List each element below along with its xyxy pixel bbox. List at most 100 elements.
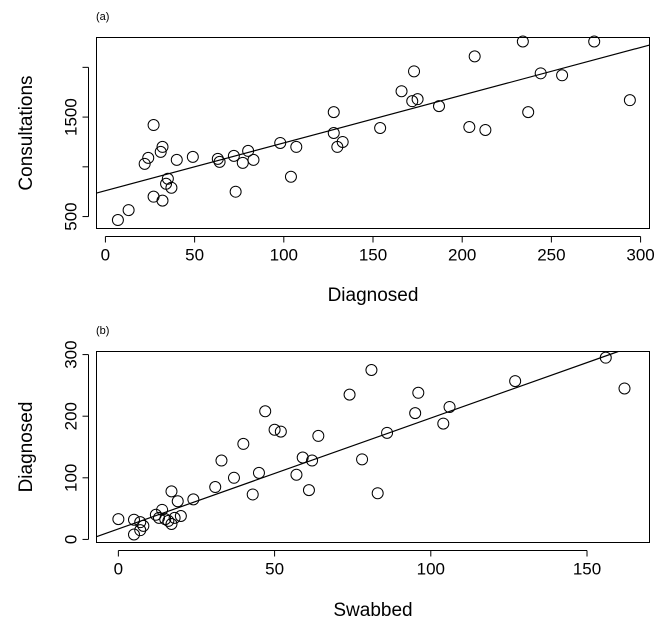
panel-a-point (161, 172, 174, 185)
panel-b-point (443, 400, 456, 413)
panel-a-point (406, 95, 419, 108)
panel-b-plot-frame (96, 351, 650, 543)
panel-b-y-tick-label: 0 (62, 535, 81, 544)
panel-a-point (154, 145, 167, 158)
panel-b-point (365, 363, 378, 376)
panel-b-point (312, 429, 325, 442)
panel-a-point (111, 214, 124, 227)
panel-a-points (111, 35, 636, 227)
panel-b-y-tick-label: 300 (62, 340, 81, 368)
panel-b-point (127, 528, 140, 541)
panel-a-point (156, 194, 169, 207)
panel-b-point (409, 407, 422, 420)
panel-b-y-tick-label: 100 (62, 464, 81, 492)
panel-b-point (168, 511, 181, 524)
panel-b-point (343, 388, 356, 401)
panel-b-y-title: Diagnosed (16, 402, 37, 493)
panel-a-y-axis: 500 1500 (62, 66, 89, 231)
panel-b-label: (b) (96, 325, 109, 337)
panel-a-point (274, 136, 287, 149)
panel-a-x-tick-label: 150 (359, 246, 387, 265)
panel-a-x-tick-label: 200 (448, 246, 476, 265)
panel-a-point (468, 50, 481, 63)
panel-b-point (290, 468, 303, 481)
panel-a-x-tick-label: 250 (537, 246, 565, 265)
panel-b-point (302, 484, 315, 497)
panel-a-point (247, 153, 260, 166)
panel-a-x-axis: 0 50 100 150 200 250 300 (101, 236, 655, 265)
panel-b-point (509, 375, 522, 388)
panel-b-x-axis: 0 50 100 150 (114, 550, 601, 579)
panel-a-point (156, 140, 169, 153)
panel-b-point (174, 510, 187, 523)
panel-a-y-title: Consultations (16, 75, 37, 190)
panel-b-point (171, 495, 184, 508)
panel-b-point (252, 466, 265, 479)
panel-a-point (374, 122, 387, 135)
panel-b-point (381, 426, 394, 439)
panel-a-x-tick-label: 0 (101, 246, 110, 265)
panel-a-point (122, 204, 135, 217)
panel-a-point (479, 124, 492, 137)
panel-a-label: (a) (96, 11, 109, 23)
panel-a-point (395, 85, 408, 98)
panel-b-point (371, 487, 384, 500)
panel-b-point (152, 511, 165, 524)
panel-b-y-axis: 0 100 200 300 (62, 340, 89, 544)
panel-a-point (186, 150, 199, 163)
panel-b-scatter: (b) 0 50 100 150 0 100 200 300 Swabbed Diagnos… (16, 325, 650, 621)
panel-a-point (170, 153, 183, 166)
panel-b-point (274, 425, 287, 438)
panel-a-point (229, 185, 242, 198)
panel-b-y-tick-label: 200 (62, 402, 81, 430)
panel-a-point (211, 152, 224, 165)
panel-b-point (137, 519, 150, 532)
panel-a-point (433, 100, 446, 113)
panel-b-point (162, 514, 175, 527)
panel-a-y-tick-label: 1500 (62, 98, 81, 136)
panel-a-point (236, 156, 249, 169)
panel-a-x-title: Diagnosed (328, 285, 419, 306)
panel-a-point (516, 35, 529, 48)
panel-b-point (209, 481, 222, 494)
panel-a-point (290, 140, 303, 153)
panel-a-scatter: (a) 0 50 100 150 200 250 300 500 1500 Diagnosed… (16, 11, 655, 306)
panel-a-point (142, 151, 155, 164)
panel-a-point (147, 119, 160, 132)
panel-a-x-tick-label: 100 (270, 246, 298, 265)
panel-a-point (534, 67, 547, 80)
panel-a-x-tick-label: 50 (185, 246, 204, 265)
panel-b-point (237, 437, 250, 450)
panel-b-x-tick-label: 100 (417, 560, 445, 579)
panel-b-point (259, 405, 272, 418)
panel-b-point (159, 513, 172, 526)
panel-a-point (556, 69, 569, 82)
panel-a-point (242, 144, 255, 157)
panel-a-point (327, 106, 340, 119)
panel-b-point (296, 451, 309, 464)
panel-b-point (156, 503, 169, 516)
panel-a-y-tick-label: 500 (62, 202, 81, 230)
panel-a-point (227, 149, 240, 162)
panel-b-point (437, 417, 450, 430)
panel-b-point (246, 488, 259, 501)
panel-a-point (408, 65, 421, 78)
panel-a-point (284, 170, 297, 183)
panel-b-point (127, 513, 140, 526)
panel-b-point (356, 453, 369, 466)
panel-a-point (522, 106, 535, 119)
panel-b-point (306, 454, 319, 467)
panel-a-fit-line (96, 44, 650, 194)
panel-a-point (327, 127, 340, 139)
panel-b-x-tick-label: 50 (265, 560, 284, 579)
panel-a-point (588, 35, 601, 48)
panel-b-point (134, 524, 147, 537)
panel-b-point (215, 454, 228, 467)
panel-a-point (138, 157, 151, 170)
panel-b-point (165, 518, 178, 531)
panel-a-point (411, 93, 424, 106)
panel-b-point (618, 382, 631, 395)
panel-b-x-tick-label: 0 (114, 560, 123, 579)
panel-a-point (336, 135, 349, 148)
